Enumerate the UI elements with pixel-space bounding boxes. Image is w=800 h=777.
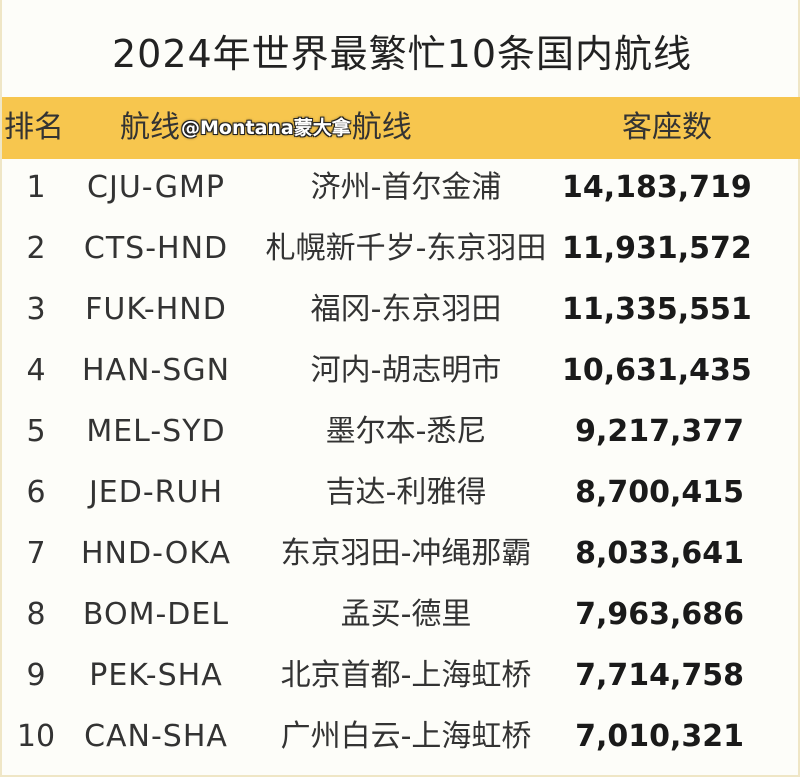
cell-seats: 11,335,551	[562, 292, 752, 327]
cell-route: 东京羽田-冲绳那霸	[280, 536, 532, 571]
cell-seats: 8,700,415	[575, 475, 744, 510]
table-row: 5 MEL-SYD 墨尔本-悉尼 9,217,377	[2, 403, 800, 464]
cell-route: 札幌新千岁-东京羽田	[265, 231, 547, 266]
cell-rank: 5	[26, 414, 46, 449]
cell-rank: 7	[26, 536, 46, 571]
table-header: 排名 航线@Montana蒙大拿航线 客座数	[2, 97, 800, 159]
cell-seats: 8,033,641	[575, 536, 744, 571]
cell-rank: 2	[26, 231, 46, 266]
table-row: 10 CAN-SHA 广州白云-上海虹桥 7,010,321	[2, 708, 800, 769]
cell-seats: 14,183,719	[562, 170, 752, 205]
cell-seats: 7,010,321	[575, 719, 744, 754]
cell-route: 河内-胡志明市	[310, 353, 502, 388]
cell-route: 济州-首尔金浦	[310, 170, 502, 205]
cell-route: 孟买-德里	[340, 597, 472, 632]
cell-code: HND-OKA	[80, 536, 232, 571]
cell-rank: 6	[26, 475, 46, 510]
table-body: 1 CJU-GMP 济州-首尔金浦 14,183,719 2 CTS-HND 札…	[2, 159, 800, 769]
cell-route: 广州白云-上海虹桥	[280, 719, 532, 754]
header-route: 航线@Montana蒙大拿航线	[120, 97, 412, 159]
cell-code: HAN-SGN	[81, 353, 231, 388]
table-row: 4 HAN-SGN 河内-胡志明市 10,631,435	[2, 342, 800, 403]
cell-rank: 1	[26, 170, 46, 205]
table-row: 9 PEK-SHA 北京首都-上海虹桥 7,714,758	[2, 647, 800, 708]
header-route-suffix: 航线	[351, 110, 412, 145]
cell-code: CTS-HND	[83, 231, 229, 266]
table-row: 6 JED-RUH 吉达-利雅得 8,700,415	[2, 464, 800, 525]
cell-seats: 7,714,758	[575, 658, 744, 693]
table-row: 8 BOM-DEL 孟买-德里 7,963,686	[2, 586, 800, 647]
cell-seats: 7,963,686	[575, 597, 744, 632]
cell-code: JED-RUH	[88, 475, 224, 510]
cell-code: CJU-GMP	[87, 170, 225, 205]
cell-code: MEL-SYD	[86, 414, 226, 449]
cell-code: PEK-SHA	[89, 658, 223, 693]
cell-route: 北京首都-上海虹桥	[280, 658, 532, 693]
cell-rank: 3	[26, 292, 46, 327]
cell-rank: 4	[26, 353, 46, 388]
table-row: 1 CJU-GMP 济州-首尔金浦 14,183,719	[2, 159, 800, 220]
table-row: 3 FUK-HND 福冈-东京羽田 11,335,551	[2, 281, 800, 342]
header-route-prefix: 航线	[120, 110, 180, 145]
cell-seats: 9,217,377	[575, 414, 744, 449]
cell-rank: 10	[16, 719, 56, 754]
cell-rank: 8	[26, 597, 46, 632]
cell-code: BOM-DEL	[82, 597, 230, 632]
cell-code: FUK-HND	[85, 292, 227, 327]
cell-route: 墨尔本-悉尼	[325, 414, 487, 449]
watermark: @Montana蒙大拿	[181, 117, 351, 139]
header-rank: 排名	[4, 110, 64, 145]
cell-route: 福冈-东京羽田	[310, 292, 502, 327]
cell-rank: 9	[26, 658, 46, 693]
table-row: 2 CTS-HND 札幌新千岁-东京羽田 11,931,572	[2, 220, 800, 281]
cell-seats: 10,631,435	[562, 353, 752, 388]
cell-seats: 11,931,572	[562, 231, 752, 266]
table-row: 7 HND-OKA 东京羽田-冲绳那霸 8,033,641	[2, 525, 800, 586]
cell-code: CAN-SHA	[84, 719, 228, 754]
page-title: 2024年世界最繁忙10条国内航线	[111, 32, 693, 76]
cell-route: 吉达-利雅得	[325, 475, 487, 510]
header-seats: 客座数	[622, 110, 712, 145]
